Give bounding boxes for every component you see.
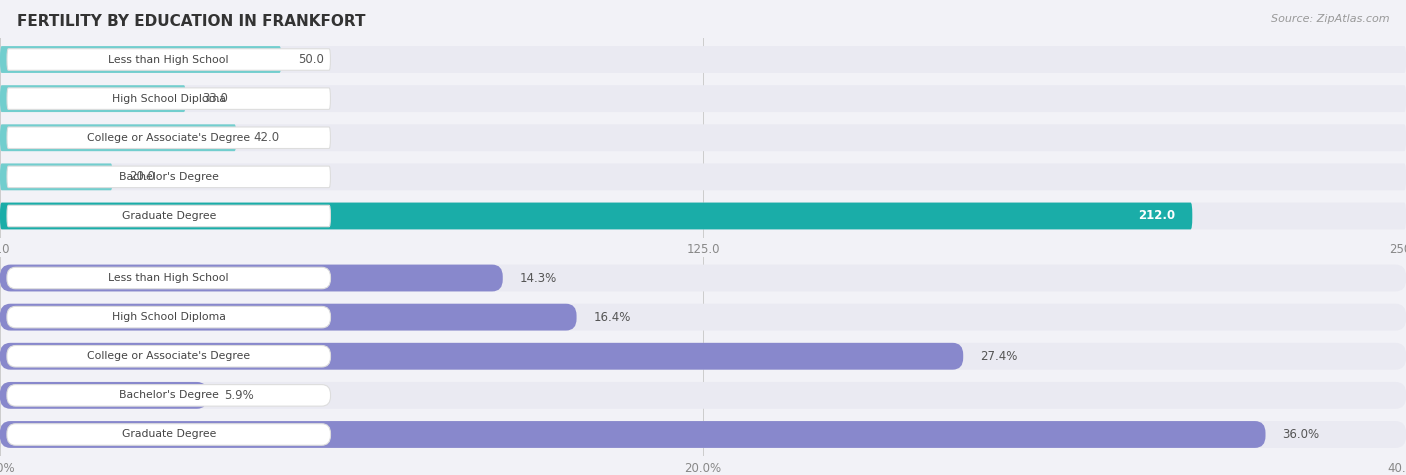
- Text: 16.4%: 16.4%: [593, 311, 631, 323]
- Text: Less than High School: Less than High School: [108, 55, 229, 65]
- FancyBboxPatch shape: [7, 88, 330, 109]
- Text: High School Diploma: High School Diploma: [112, 312, 225, 322]
- Text: Less than High School: Less than High School: [108, 273, 229, 283]
- FancyBboxPatch shape: [7, 205, 330, 227]
- FancyBboxPatch shape: [0, 421, 1406, 448]
- Text: High School Diploma: High School Diploma: [112, 94, 225, 104]
- FancyBboxPatch shape: [0, 163, 112, 190]
- FancyBboxPatch shape: [0, 304, 1406, 331]
- FancyBboxPatch shape: [0, 46, 281, 73]
- Text: Graduate Degree: Graduate Degree: [121, 429, 217, 439]
- FancyBboxPatch shape: [0, 85, 1406, 112]
- Text: College or Associate's Degree: College or Associate's Degree: [87, 351, 250, 361]
- Text: 36.0%: 36.0%: [1282, 428, 1319, 441]
- FancyBboxPatch shape: [7, 166, 330, 188]
- FancyBboxPatch shape: [0, 265, 1406, 292]
- Text: College or Associate's Degree: College or Associate's Degree: [87, 133, 250, 143]
- FancyBboxPatch shape: [0, 124, 236, 151]
- FancyBboxPatch shape: [7, 127, 330, 149]
- Text: 5.9%: 5.9%: [225, 389, 254, 402]
- FancyBboxPatch shape: [7, 385, 330, 406]
- FancyBboxPatch shape: [0, 85, 186, 112]
- FancyBboxPatch shape: [7, 267, 330, 289]
- FancyBboxPatch shape: [0, 343, 1406, 370]
- FancyBboxPatch shape: [0, 382, 208, 409]
- Text: 14.3%: 14.3%: [520, 272, 557, 285]
- Text: 33.0: 33.0: [202, 92, 228, 105]
- FancyBboxPatch shape: [0, 265, 503, 292]
- FancyBboxPatch shape: [7, 345, 330, 367]
- FancyBboxPatch shape: [7, 49, 330, 70]
- Text: Bachelor's Degree: Bachelor's Degree: [118, 390, 219, 400]
- FancyBboxPatch shape: [0, 202, 1192, 229]
- FancyBboxPatch shape: [0, 202, 1406, 229]
- Text: Graduate Degree: Graduate Degree: [121, 211, 217, 221]
- FancyBboxPatch shape: [0, 343, 963, 370]
- Text: 212.0: 212.0: [1139, 209, 1175, 222]
- FancyBboxPatch shape: [0, 163, 1406, 190]
- Text: 42.0: 42.0: [253, 131, 280, 144]
- FancyBboxPatch shape: [7, 424, 330, 445]
- Text: 27.4%: 27.4%: [980, 350, 1018, 363]
- FancyBboxPatch shape: [0, 382, 1406, 409]
- Text: 20.0: 20.0: [129, 171, 155, 183]
- Text: Bachelor's Degree: Bachelor's Degree: [118, 172, 219, 182]
- FancyBboxPatch shape: [0, 421, 1265, 448]
- Text: 50.0: 50.0: [298, 53, 323, 66]
- Text: Source: ZipAtlas.com: Source: ZipAtlas.com: [1271, 14, 1389, 24]
- FancyBboxPatch shape: [0, 304, 576, 331]
- FancyBboxPatch shape: [0, 124, 1406, 151]
- FancyBboxPatch shape: [7, 306, 330, 328]
- FancyBboxPatch shape: [0, 46, 1406, 73]
- Text: FERTILITY BY EDUCATION IN FRANKFORT: FERTILITY BY EDUCATION IN FRANKFORT: [17, 14, 366, 29]
